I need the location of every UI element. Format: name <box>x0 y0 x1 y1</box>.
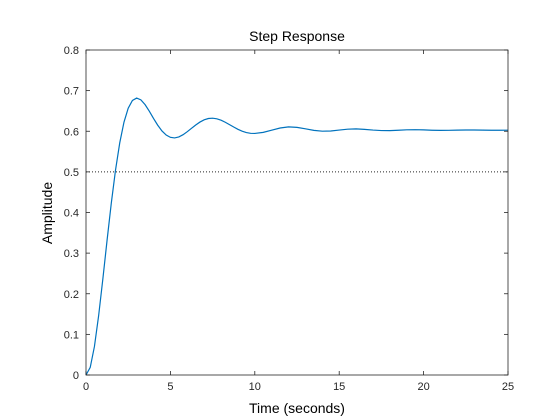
x-tick-label: 25 <box>502 381 514 393</box>
x-tick-label: 0 <box>83 381 89 393</box>
y-axis-title: Amplitude <box>39 182 55 244</box>
response-curve <box>85 97 509 376</box>
x-tick-label: 5 <box>167 381 173 393</box>
y-tick-label: 0 <box>73 370 79 382</box>
y-tick-label: 0.6 <box>64 126 79 138</box>
x-axis-title: Time (seconds) <box>249 400 345 416</box>
y-tick-label: 0.2 <box>64 289 79 301</box>
y-axis-ticks: 0 0.1 0.2 0.3 0.4 0.5 0.6 0.7 0.8 <box>64 45 508 382</box>
y-tick-label: 0.8 <box>64 45 79 57</box>
y-tick-label: 0.5 <box>64 167 79 179</box>
y-tick-label: 0.3 <box>64 248 79 260</box>
x-tick-label: 10 <box>249 381 261 393</box>
y-tick-label: 0.7 <box>64 86 79 98</box>
y-tick-label: 0.1 <box>64 329 79 341</box>
x-tick-label: 20 <box>417 381 429 393</box>
x-tick-label: 15 <box>333 381 345 393</box>
x-axis-ticks: 0 5 10 15 20 25 <box>83 50 514 393</box>
chart-title: Step Response <box>249 28 345 44</box>
plot-area-background <box>86 50 508 375</box>
y-tick-label: 0.4 <box>64 208 79 220</box>
